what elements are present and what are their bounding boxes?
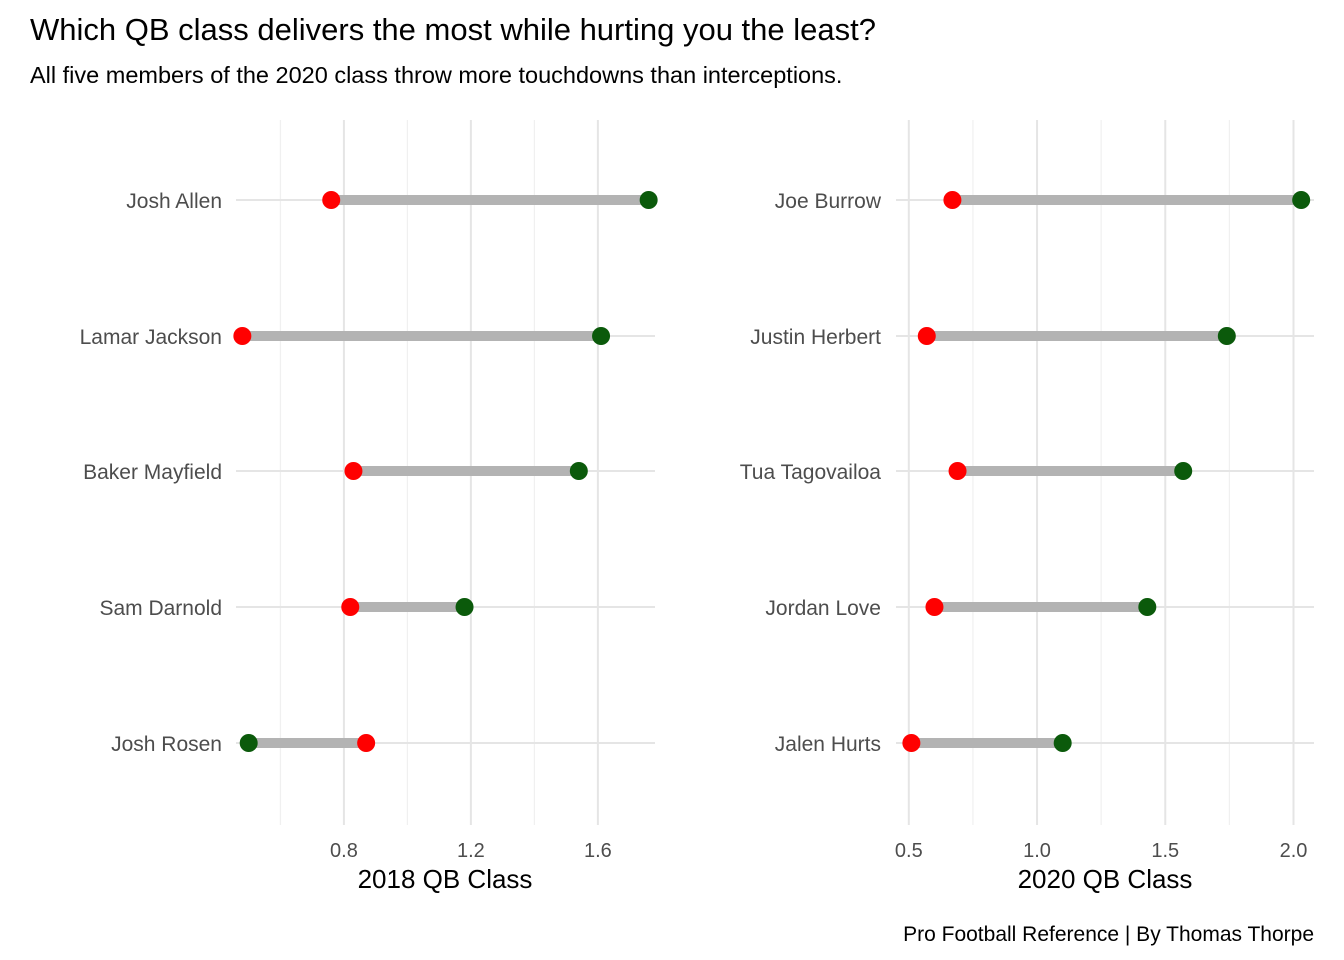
x-tick-label: 0.5 [895, 840, 923, 862]
touchdown-point [1053, 734, 1072, 752]
x-tick-label: 2.0 [1280, 840, 1308, 862]
panel-2018-class: 0.8 1.2 1.6 2018 QB Class Josh Allen Lamar Ja… [80, 120, 658, 894]
x-tick-label: 1.0 [1023, 840, 1051, 862]
panel-2020-class: 0.5 1.0 1.5 2.0 2020 QB Class Joe Burrow Justi… [740, 120, 1314, 894]
qb-name-label: Josh Rosen [111, 733, 222, 756]
interception-point [233, 327, 252, 345]
x-axis-label: 2020 QB Class [1018, 864, 1193, 894]
interception-point [341, 598, 360, 616]
x-tick-label: 0.8 [330, 840, 358, 862]
interception-point [917, 327, 936, 345]
interception-point [902, 734, 921, 752]
interception-point [357, 734, 376, 752]
x-tick-label: 1.5 [1151, 840, 1179, 862]
touchdown-point [1138, 598, 1157, 616]
qb-name-label: Justin Herbert [750, 326, 881, 349]
touchdown-point [1174, 462, 1193, 480]
touchdown-point [569, 462, 588, 480]
chart-caption: Pro Football Reference | By Thomas Thorp… [903, 923, 1314, 946]
qb-name-label: Sam Darnold [99, 597, 222, 620]
interception-point [322, 191, 341, 209]
touchdown-point [1217, 327, 1236, 345]
qb-name-label: Joe Burrow [775, 190, 882, 213]
touchdown-point [455, 598, 474, 616]
touchdown-point [592, 327, 611, 345]
chart-subtitle: All five members of the 2020 class throw… [30, 62, 842, 88]
interception-point [943, 191, 962, 209]
interception-point [925, 598, 944, 616]
x-axis-label: 2018 QB Class [358, 864, 533, 894]
qb-name-label: Tua Tagovailoa [740, 461, 882, 484]
qb-name-label: Lamar Jackson [80, 326, 222, 349]
interception-point [948, 462, 967, 480]
interception-point [344, 462, 363, 480]
chart-title: Which QB class delivers the most while h… [30, 12, 876, 47]
x-tick-label: 1.6 [584, 840, 612, 862]
x-tick-label: 1.2 [457, 840, 485, 862]
qb-name-label: Jordan Love [765, 597, 881, 620]
touchdown-point [1292, 191, 1311, 209]
touchdown-point [239, 734, 258, 752]
qb-name-label: Josh Allen [126, 190, 222, 213]
touchdown-point [639, 191, 658, 209]
qb-name-label: Baker Mayfield [83, 461, 222, 484]
qb-name-label: Jalen Hurts [775, 733, 881, 756]
